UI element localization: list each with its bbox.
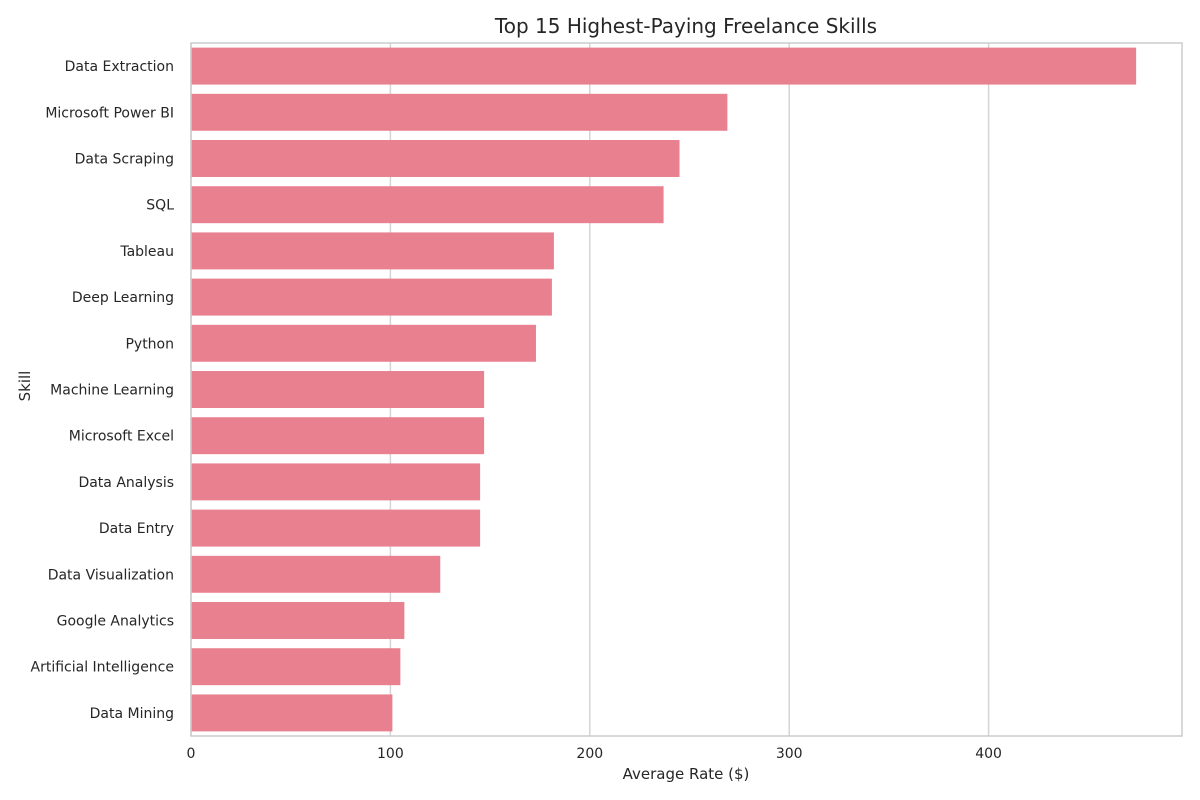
y-tick-label: Data Scraping [75,152,174,168]
bar [191,555,441,593]
y-tick-label: Data Mining [90,706,174,722]
x-tick-label: 100 [377,746,404,762]
bar [191,417,485,455]
y-tick-label: Google Analytics [57,614,174,630]
y-tick-labels: Data Extraction Microsoft Power BI Data Sc… [31,59,175,722]
bars [191,47,1137,732]
y-tick-label: Machine Learning [50,383,174,399]
bar [191,509,481,547]
y-tick-label: Deep Learning [72,290,174,306]
x-tick-label: 0 [187,746,196,762]
y-tick-label: Data Analysis [78,475,174,491]
y-tick-label: Microsoft Power BI [45,105,174,121]
bar [191,232,554,270]
y-axis-label: Skill [16,371,34,402]
x-tick-label: 300 [776,746,803,762]
y-tick-label: Data Entry [99,521,174,537]
y-tick-label: Data Extraction [65,59,174,75]
bar [191,140,680,177]
plot-frame [190,42,1183,737]
y-tick-label: Microsoft Excel [69,429,174,445]
x-tick-label: 200 [576,746,603,762]
bar [191,324,536,362]
x-axis-label: Average Rate ($) [623,765,750,783]
bar [191,602,405,639]
x-tick-labels: 0 100 200 300 400 [187,746,1002,762]
y-tick-label: SQL [146,198,174,214]
y-tick-label: Artificial Intelligence [31,660,175,676]
y-tick-label: Python [125,336,174,352]
chart-title: Top 15 Highest-Paying Freelance Skills [494,14,877,38]
bar [191,47,1137,85]
y-tick-label: Data Visualization [48,567,174,583]
bar [191,278,552,316]
bar [191,371,485,408]
y-tick-label: Tableau [119,244,174,260]
bar [191,648,401,686]
x-tick-label: 400 [975,746,1002,762]
bar [191,463,481,501]
bar [191,694,393,732]
bar [191,93,728,131]
bar [191,186,664,224]
